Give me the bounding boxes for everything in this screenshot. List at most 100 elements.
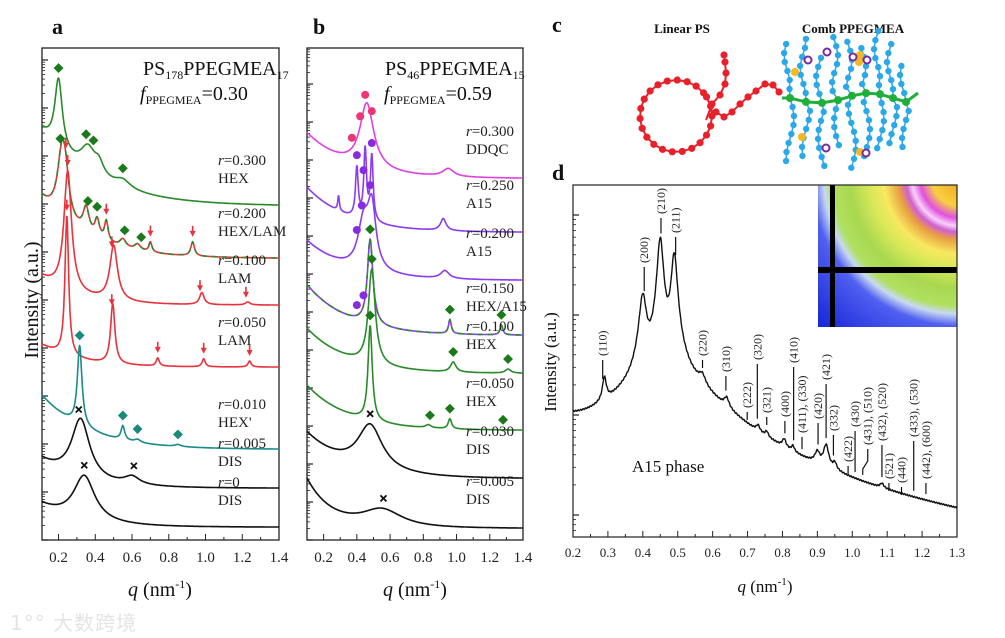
bead xyxy=(650,140,658,148)
reflection-label: (310) xyxy=(719,346,733,372)
panel-b-fraction: fPPEGMEA=0.59 xyxy=(384,83,492,107)
panel-b-title: PS46PPEGMEA15 xyxy=(385,58,525,82)
reflection-label: (410) xyxy=(787,337,801,363)
x-tick-label: 1.2 xyxy=(480,550,499,566)
x-tick-label: 1.0 xyxy=(196,550,215,566)
diamond-marker-icon xyxy=(448,346,459,357)
bead xyxy=(707,122,715,130)
diamond-marker-icon xyxy=(53,63,64,74)
reflection-label: (220) xyxy=(696,330,710,356)
series-r-label: r=0.250 xyxy=(466,178,514,194)
x-tick-label: 1.3 xyxy=(949,545,965,560)
series-r-label: r=0 xyxy=(218,475,240,491)
series-r-label: r=0.300 xyxy=(218,153,266,169)
curve-lam xyxy=(41,169,279,306)
ion-icon xyxy=(856,51,864,59)
x-marker-icon xyxy=(379,494,388,502)
reflection-label: (430) xyxy=(848,401,862,427)
panel-letter-a: a xyxy=(52,14,63,39)
side-chain xyxy=(831,36,839,101)
bead xyxy=(696,139,704,147)
diamond-marker-icon xyxy=(132,424,143,435)
x-marker-icon xyxy=(130,462,138,470)
panel-a-ylabel: Intensity (a.u.) xyxy=(21,241,43,358)
x-tick-label: 0.2 xyxy=(49,550,68,566)
bead xyxy=(889,94,897,103)
curve-hex- xyxy=(41,344,279,450)
bead xyxy=(646,87,654,95)
reflection-label: (222) xyxy=(740,382,754,408)
x-tick-label: 1.4 xyxy=(270,550,289,566)
ring-icon xyxy=(822,47,832,57)
x-tick-label: 1.0 xyxy=(844,545,860,560)
x-tick-label: 1.1 xyxy=(879,545,895,560)
x-tick-label: 0.4 xyxy=(347,550,366,566)
ps-tail-line xyxy=(709,82,780,119)
x-tick-label: 0.8 xyxy=(159,550,178,566)
circle-marker-icon xyxy=(367,139,376,148)
reflection-label: (211) xyxy=(669,207,683,233)
beamstop-horizontal xyxy=(818,267,957,273)
arrow-marker-icon xyxy=(242,286,249,298)
reflection-label: (420) xyxy=(811,393,825,419)
plot-frame xyxy=(41,47,280,541)
diamond-marker-icon xyxy=(81,129,92,140)
a15-saxs-curve xyxy=(572,236,958,509)
side-chain xyxy=(901,101,910,148)
bead xyxy=(683,78,691,86)
bead xyxy=(663,77,671,85)
curve-hex xyxy=(41,77,279,206)
arrow-marker-icon xyxy=(189,225,196,237)
x-marker-icon xyxy=(75,405,83,414)
reflection-tick xyxy=(862,449,869,475)
ring-icon xyxy=(821,143,831,153)
bead xyxy=(702,93,711,101)
curve-hex xyxy=(306,325,523,431)
reflection-label: (320) xyxy=(750,334,764,360)
diamond-marker-icon xyxy=(444,403,455,414)
circle-marker-icon xyxy=(347,133,356,142)
series-r-label: r=0.300 xyxy=(466,124,514,140)
panel-d-xlabel: q (nm-1) xyxy=(738,576,793,596)
diamond-marker-icon xyxy=(496,309,507,320)
diamond-marker-icon xyxy=(92,201,103,212)
ion-icon xyxy=(798,133,806,141)
reflection-label: (321) xyxy=(760,387,774,413)
watermark: 1°° 大数跨境 xyxy=(10,612,137,634)
reflection-label: (440) xyxy=(894,457,908,483)
ring-icon xyxy=(862,55,872,65)
reflection-label: (431), (510) xyxy=(861,387,875,445)
circle-marker-icon xyxy=(352,225,361,234)
bead xyxy=(834,96,842,105)
panel-a-title: PS178PPEGMEA17 xyxy=(143,58,289,82)
reflection-label: (332) xyxy=(826,405,840,431)
series-phase-label: DDQC xyxy=(466,142,509,158)
diamond-marker-icon xyxy=(365,310,376,321)
circle-marker-icon xyxy=(359,166,368,175)
series-phase-label: HEX/A15 xyxy=(466,299,527,315)
x-tick-label: 1.2 xyxy=(233,550,252,566)
diamond-marker-icon xyxy=(173,429,183,440)
circle-marker-icon xyxy=(352,301,361,310)
side-chain xyxy=(785,97,795,162)
x-tick-label: 0.6 xyxy=(381,550,400,566)
bead xyxy=(802,97,810,106)
bead xyxy=(688,144,696,152)
bead xyxy=(744,93,752,101)
bead xyxy=(702,131,711,139)
bead xyxy=(769,81,777,89)
bead xyxy=(862,89,870,98)
side-chain xyxy=(815,57,823,104)
diamond-marker-icon xyxy=(74,330,85,341)
arrow-marker-icon xyxy=(147,225,154,237)
bead xyxy=(818,98,826,107)
side-chain xyxy=(845,41,853,97)
series-phase-label: HEX/LAM xyxy=(218,224,286,240)
series-r-label: r=0.200 xyxy=(466,226,514,242)
bead xyxy=(636,114,644,123)
bead xyxy=(728,108,736,116)
arrow-marker-icon xyxy=(200,342,207,354)
x-tick-label: 0.6 xyxy=(123,550,142,566)
curve-hex xyxy=(306,267,523,374)
